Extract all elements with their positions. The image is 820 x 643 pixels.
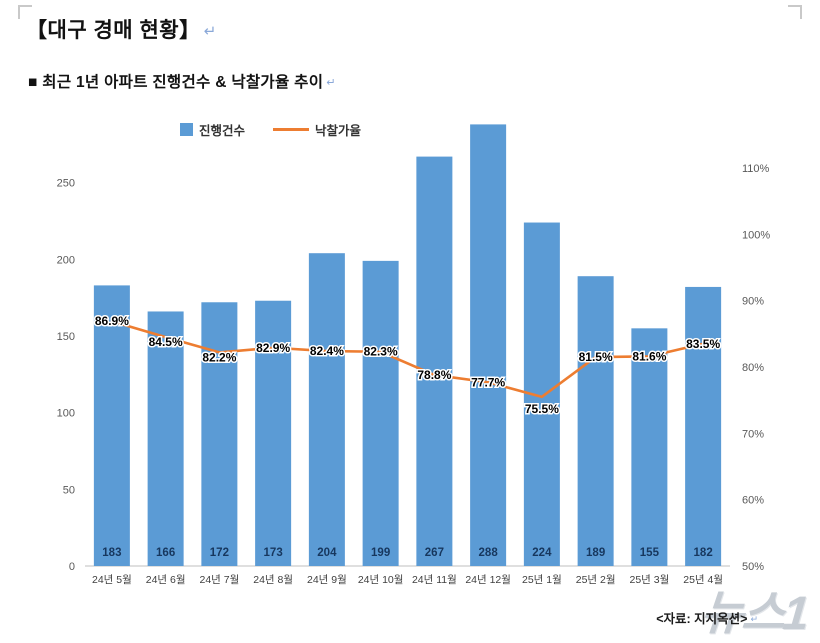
x-axis-category-label: 24년 10월	[358, 574, 404, 586]
combo-chart: 0 50 100 150 200 250 50% 60% 70% 80% 90% 100% 110% 18…	[30, 96, 790, 601]
bar-24년 12월	[470, 124, 507, 567]
page-corner-mark-left	[18, 5, 32, 19]
bar-24년 5월	[93, 285, 130, 566]
legend-line-label: 낙찰가율	[315, 123, 362, 138]
right-axis-tick-label: 100%	[742, 229, 770, 241]
bar-24년 9월	[308, 253, 345, 566]
rate-value-label: 83.5%	[686, 337, 720, 351]
x-axis-category-label: 25년 4월	[683, 574, 723, 586]
x-axis-category-label: 24년 9월	[307, 574, 347, 586]
x-axis-category-label: 24년 6월	[146, 574, 186, 586]
chart-canvas: 0 50 100 150 200 250 50% 60% 70% 80% 90% 100% 110% 18…	[57, 123, 770, 586]
bar-24년 6월	[147, 311, 184, 566]
legend-bar-label: 진행건수	[199, 123, 246, 138]
bar-value-label: 173	[264, 547, 283, 559]
right-axis-tick-label: 70%	[742, 428, 764, 440]
rate-value-label: 86.9%	[95, 314, 129, 328]
rate-value-label: 81.6%	[632, 349, 666, 363]
section-subtitle-text: ■ 최근 1년 아파트 진행건수 & 낙찰가율 추이	[28, 74, 324, 91]
bar-value-label: 267	[425, 547, 444, 559]
paragraph-mark-icon: ↵	[326, 77, 336, 89]
rate-value-label: 81.5%	[579, 350, 613, 364]
bar-25년 2월	[577, 276, 614, 566]
right-axis-tick-label: 80%	[742, 362, 764, 374]
left-axis-tick-label: 50	[63, 484, 75, 496]
page-corner-mark-right	[788, 5, 802, 19]
x-axis-category-label: 24년 8월	[253, 574, 293, 586]
bar-value-label: 204	[317, 547, 337, 559]
bar-value-label: 172	[210, 547, 229, 559]
right-axis-tick-label: 90%	[742, 296, 764, 308]
bar-value-label: 224	[532, 547, 552, 559]
legend-bar-swatch-icon	[180, 123, 193, 136]
bar-24년 10월	[362, 260, 399, 566]
rate-value-label: 82.3%	[364, 345, 398, 359]
left-axis-tick-label: 0	[69, 561, 75, 573]
x-axis-category-label: 25년 3월	[629, 574, 669, 586]
x-axis-category-label: 25년 1월	[522, 574, 562, 586]
bar-value-label: 288	[479, 547, 499, 559]
bar-value-label: 189	[586, 547, 605, 559]
section-subtitle: ■ 최근 1년 아파트 진행건수 & 낙찰가율 추이 ↵	[28, 70, 336, 92]
left-axis-tick-label: 150	[57, 331, 75, 343]
x-axis-category-label: 24년 5월	[92, 574, 132, 586]
page-title: 【대구 경매 현황】 ↵	[26, 14, 217, 44]
rate-value-label: 75.5%	[525, 402, 559, 416]
right-axis-tick-label: 50%	[742, 561, 764, 573]
rate-value-label: 82.9%	[256, 341, 290, 355]
bar-value-label: 199	[371, 547, 390, 559]
rate-value-label: 84.5%	[149, 335, 183, 349]
rate-line	[110, 319, 705, 399]
bar-24년 7월	[201, 302, 238, 566]
rate-value-label: 78.8%	[417, 368, 451, 382]
rate-value-label: 82.4%	[310, 344, 344, 358]
x-axis-category-label: 24년 11월	[412, 574, 457, 586]
bar-value-label: 155	[640, 547, 660, 559]
source-note-text: <자료: 지지옥션>	[656, 612, 748, 626]
rate-value-label: 82.2%	[202, 350, 236, 364]
bar-25년 4월	[685, 286, 722, 566]
left-axis-tick-label: 250	[57, 178, 75, 190]
bar-value-label: 183	[102, 547, 121, 559]
paragraph-mark-icon: ↵	[203, 23, 217, 40]
x-axis-category-label: 25년 2월	[576, 574, 616, 586]
x-axis-category-label: 24년 12월	[465, 574, 511, 586]
bar-24년 11월	[416, 156, 453, 566]
left-axis-tick-label: 200	[57, 254, 75, 266]
paragraph-mark-icon: ↵	[750, 614, 758, 624]
page-title-text: 【대구 경매 현황】	[26, 19, 201, 42]
source-note: <자료: 지지옥션> ↵	[656, 608, 758, 627]
bar-value-label: 166	[156, 547, 175, 559]
left-axis-tick-label: 100	[57, 408, 75, 420]
bar-24년 8월	[255, 300, 292, 566]
right-axis-tick-label: 60%	[742, 495, 764, 507]
rate-value-label: 77.7%	[471, 375, 505, 389]
x-axis-category-label: 24년 7월	[199, 574, 239, 586]
right-axis-tick-label: 110%	[742, 163, 770, 175]
bar-value-label: 182	[694, 547, 713, 559]
bar-25년 3월	[631, 328, 668, 566]
